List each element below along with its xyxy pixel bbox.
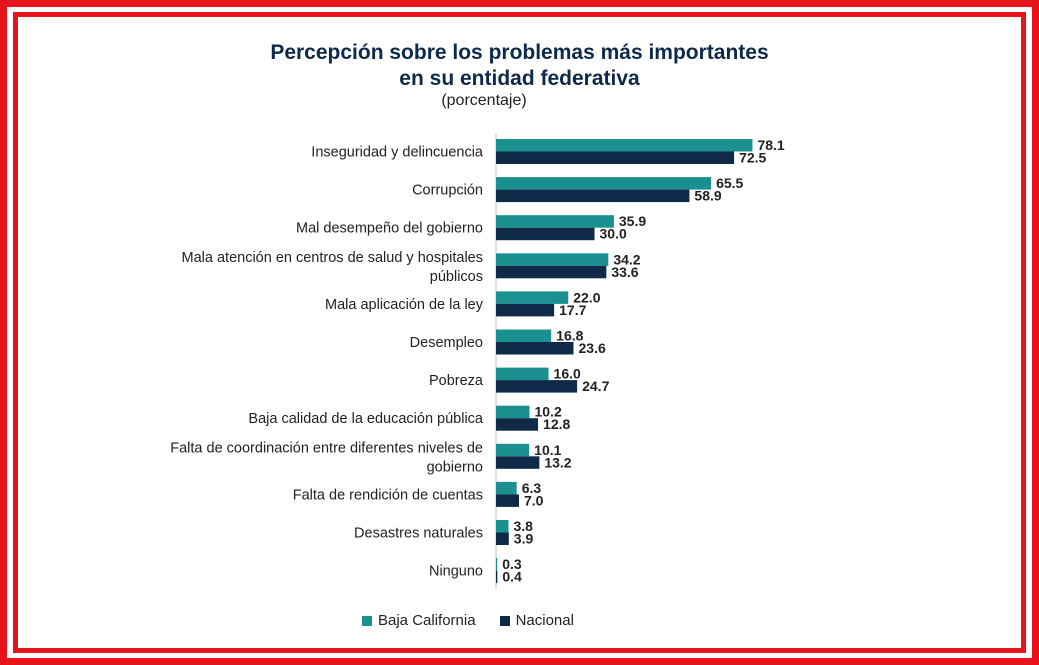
category-label: Mala atención en centros de salud y hosp…: [182, 250, 483, 285]
category-label: Falta de coordinación entre diferentes n…: [170, 440, 483, 475]
category-label-line: gobierno: [427, 459, 483, 475]
bar-nacional: [496, 380, 578, 393]
data-label-nacional: 30.0: [600, 226, 627, 242]
category-label: Mal desempeño del gobierno: [296, 221, 483, 237]
bar-nacional: [496, 494, 519, 507]
data-label-nacional: 12.8: [543, 416, 570, 432]
category-label: Mala aplicación de la ley: [325, 297, 484, 313]
bar-nacional: [496, 151, 735, 164]
category-label: Desempleo: [410, 335, 483, 351]
legend-item-nacional: Nacional: [499, 612, 574, 629]
bar-baja-california: [496, 405, 530, 419]
data-label-nacional: 23.6: [579, 340, 606, 356]
data-label-baja-california: 22.0: [573, 289, 600, 305]
chart-title-line-2: en su entidad federativa: [399, 67, 640, 90]
data-label-nacional: 33.6: [611, 264, 638, 280]
data-label-baja-california: 10.1: [534, 442, 561, 458]
bar-nacional: [496, 265, 607, 279]
data-label-nacional: 13.2: [544, 454, 571, 470]
category-label: Falta de rendición de cuentas: [293, 487, 483, 503]
data-label-nacional: 3.9: [514, 531, 534, 547]
bar-baja-california: [496, 481, 517, 495]
category-label: Baja calidad de la educación pública: [248, 411, 484, 427]
bar-nacional: [496, 227, 595, 241]
category-label: Ninguno: [429, 564, 483, 580]
category-label: Inseguridad y delincuencia: [311, 145, 484, 161]
category-label: Desastres naturales: [354, 526, 483, 542]
legend-label-baja-california: Baja California: [378, 612, 476, 629]
bar-baja-california: [496, 367, 549, 381]
category-label-line: públicos: [430, 269, 483, 285]
bar-baja-california: [496, 329, 552, 342]
bar-nacional: [496, 342, 574, 355]
bar-baja-california: [496, 520, 509, 533]
data-label-nacional: 0.4: [502, 569, 522, 585]
category-label-line: Mala atención en centros de salud y hosp…: [182, 250, 483, 266]
data-label-baja-california: 35.9: [619, 213, 646, 229]
chart-subtitle: (porcentaje): [441, 92, 527, 109]
bar-nacional: [496, 303, 555, 317]
data-label-nacional: 24.7: [582, 378, 609, 394]
bar-baja-california: [496, 139, 753, 152]
data-label-nacional: 58.9: [694, 188, 721, 204]
bar-nacional: [496, 570, 498, 584]
data-label-baja-california: 16.8: [556, 328, 583, 344]
bar-baja-california: [496, 291, 569, 304]
data-label-nacional: 17.7: [559, 302, 586, 318]
data-label-baja-california: 65.5: [716, 175, 743, 191]
data-label-nacional: 72.5: [739, 150, 766, 166]
legend: Baja California Nacional: [362, 612, 598, 629]
bar-nacional: [496, 418, 539, 431]
bar-baja-california: [496, 215, 614, 228]
bar-baja-california: [496, 253, 609, 266]
bar-baja-california: [496, 177, 712, 190]
data-label-nacional: 7.0: [524, 492, 544, 508]
legend-label-nacional: Nacional: [515, 612, 574, 629]
data-label-baja-california: 6.3: [522, 480, 542, 496]
legend-item-baja-california: Baja California: [362, 612, 476, 629]
data-label-baja-california: 0.3: [502, 556, 522, 572]
data-label-baja-california: 10.2: [534, 404, 561, 420]
bar-nacional: [496, 189, 690, 203]
bar-nacional: [496, 456, 540, 469]
bar-baja-california: [496, 558, 498, 571]
legend-swatch-nacional: [499, 615, 510, 626]
chart-title-line-1: Percepción sobre los problemas más impor…: [270, 41, 769, 64]
category-label: Corrupción: [412, 183, 483, 199]
data-label-baja-california: 34.2: [613, 251, 640, 267]
data-label-baja-california: 3.8: [513, 518, 533, 534]
bar-nacional: [496, 532, 509, 545]
legend-swatch-baja-california: [362, 615, 372, 626]
data-label-baja-california: 16.0: [554, 366, 581, 382]
category-label-line: Falta de coordinación entre diferentes n…: [170, 440, 483, 456]
category-label: Pobreza: [429, 373, 484, 389]
data-label-baja-california: 78.1: [757, 137, 784, 153]
bar-baja-california: [496, 443, 530, 457]
